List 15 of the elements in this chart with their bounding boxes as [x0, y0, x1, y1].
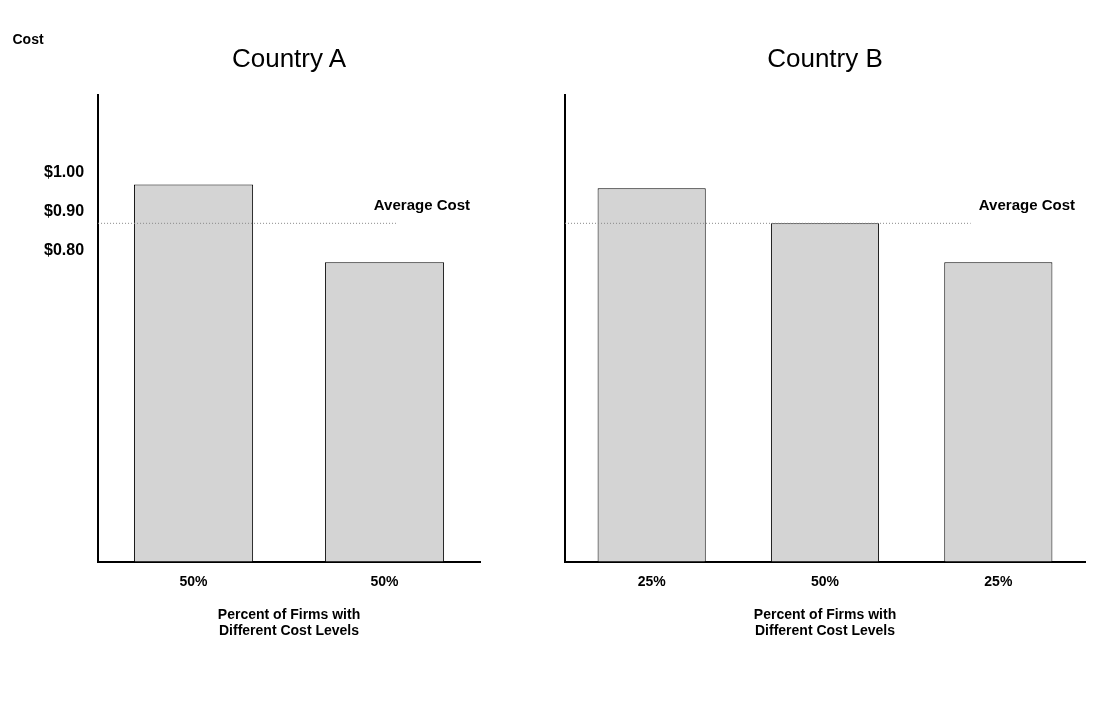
ref-line-label: Average Cost	[978, 195, 1075, 213]
ref-line-label: Average Cost	[373, 195, 470, 213]
x-tick-label: 50%	[370, 572, 400, 589]
chart-title: Country B	[767, 43, 883, 74]
y-tick-label: $1.00	[43, 163, 85, 181]
chart-title: Country A	[231, 43, 347, 74]
x-tick-label: 50%	[810, 572, 840, 589]
y-tick-label: $0.90	[43, 202, 85, 220]
x-axis-title: Percent of Firms with Different Cost Levels	[217, 605, 361, 639]
x-tick-label: 50%	[179, 572, 209, 589]
x-axis-title: Percent of Firms with Different Cost Levels	[753, 605, 897, 639]
y-tick-label: $0.80	[43, 240, 85, 258]
x-tick-label: 25%	[984, 572, 1013, 589]
x-tick-label: 25%	[637, 572, 667, 589]
y-axis-title: Cost	[12, 30, 44, 47]
